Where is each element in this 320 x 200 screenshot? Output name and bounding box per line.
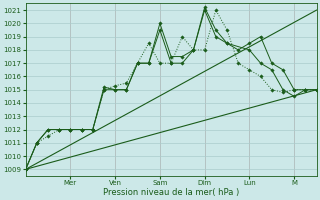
X-axis label: Pression niveau de la mer( hPa ): Pression niveau de la mer( hPa )	[103, 188, 239, 197]
